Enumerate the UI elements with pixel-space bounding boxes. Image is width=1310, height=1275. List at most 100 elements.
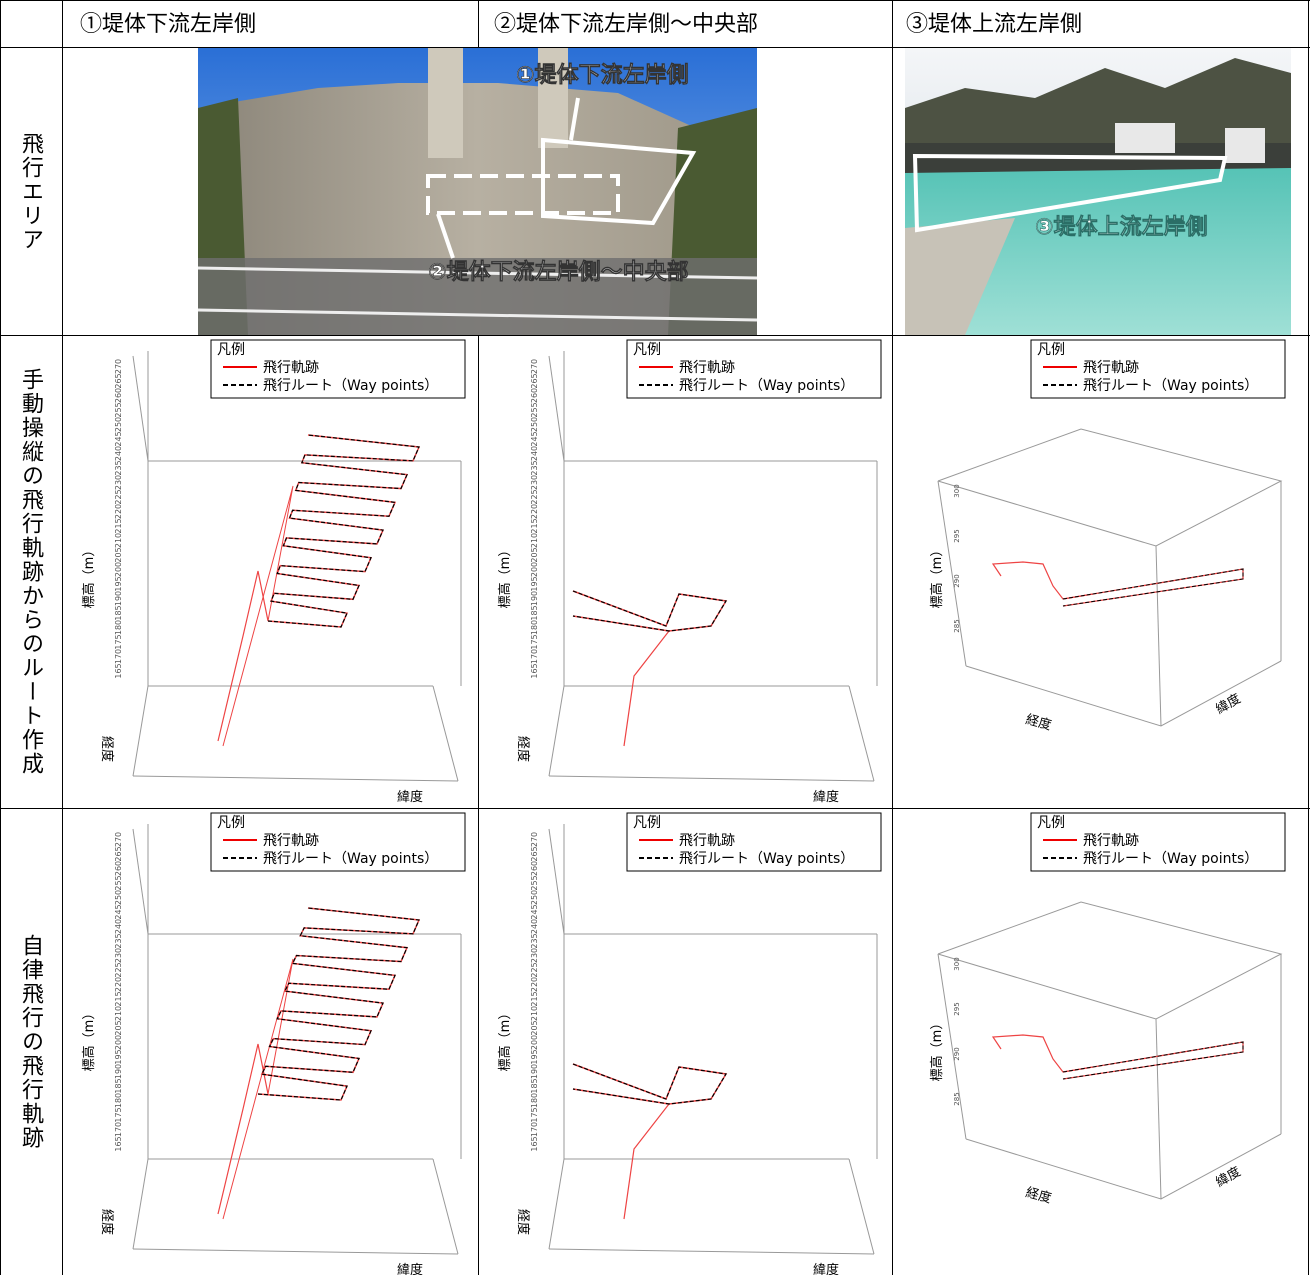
z-tick-label: 295 (953, 529, 961, 542)
lon-axis-label: 経度 (515, 736, 531, 762)
z-tick-label: 240 (114, 446, 123, 461)
plot-line (133, 829, 148, 934)
row-label: 自律飛行の飛行軌跡 (15, 934, 47, 1150)
z-tick-label: 270 (114, 359, 123, 374)
plot-line (1063, 1042, 1243, 1079)
z-tick-label: 195 (114, 576, 123, 591)
plot-line (133, 686, 148, 776)
legend-item: 飛行軌跡 (679, 833, 735, 849)
legend-item: 飛行軌跡 (263, 360, 319, 376)
z-tick-label: 215 (114, 518, 123, 533)
z-tick-label: 190 (114, 1064, 123, 1079)
z-tick-label: 185 (114, 1078, 123, 1093)
z-tick-label: 200 (530, 1035, 539, 1050)
z-tick-label: 265 (114, 846, 123, 861)
plot-line (849, 686, 874, 781)
z-tick-label: 245 (114, 431, 123, 446)
z-tick-label: 240 (530, 446, 539, 461)
z-tick-label: 215 (530, 518, 539, 533)
plot-line (218, 571, 268, 741)
z-axis-label: 標高（m） (497, 1007, 513, 1072)
z-tick-label: 225 (530, 489, 539, 504)
legend-title: 凡例 (633, 342, 661, 358)
plot-line (223, 486, 293, 746)
z-tick-label: 195 (114, 1049, 123, 1064)
z-tick-label: 225 (114, 962, 123, 977)
legend-title: 凡例 (1037, 342, 1065, 358)
z-tick-label: 200 (530, 562, 539, 577)
z-tick-label: 190 (530, 591, 539, 606)
lat-axis-label: 緯度 (397, 1262, 423, 1275)
z-tick-label: 240 (114, 919, 123, 934)
z-tick-label: 220 (530, 977, 539, 992)
z-tick-label: 230 (114, 475, 123, 490)
plot-line (268, 435, 419, 627)
z-tick-label: 245 (114, 904, 123, 919)
z-tick-label: 265 (530, 373, 539, 388)
z-tick-label: 245 (530, 904, 539, 919)
z-tick-label: 300 (953, 484, 961, 497)
z-tick-label: 205 (114, 1020, 123, 1035)
z-tick-label: 170 (530, 649, 539, 664)
column-header: ②堤体下流左岸側～中央部 (494, 12, 758, 36)
column-header: ①堤体下流左岸側 (80, 12, 256, 36)
legend-title: 凡例 (1037, 815, 1065, 831)
z-tick-label: 170 (114, 1122, 123, 1137)
z-tick-label: 285 (953, 619, 961, 632)
z-tick-label: 225 (530, 962, 539, 977)
plot-line (133, 776, 458, 781)
z-tick-label: 210 (530, 1006, 539, 1021)
legend-item: 飛行ルート（Way points） (263, 378, 438, 394)
z-tick-label: 175 (114, 1107, 123, 1122)
dam-photo-downstream: ①堤体下流左岸側 ②堤体下流左岸側～中央部 (198, 48, 757, 335)
lon-axis-label: 経度 (1024, 1184, 1053, 1206)
z-tick-label: 195 (530, 1049, 539, 1064)
z-tick-label: 290 (953, 1047, 961, 1060)
plot-line (849, 1159, 874, 1254)
z-tick-label: 260 (114, 388, 123, 403)
plot-line (549, 686, 564, 776)
plot-line (549, 1249, 874, 1254)
legend-item: 飛行軌跡 (1083, 360, 1139, 376)
z-tick-label: 215 (530, 991, 539, 1006)
lat-axis-label: 緯度 (1213, 691, 1244, 718)
z-tick-label: 260 (530, 388, 539, 403)
lat-axis-label: 緯度 (813, 1262, 839, 1275)
plot-line (1156, 1019, 1161, 1199)
legend-item: 飛行ルート（Way points） (1083, 378, 1258, 394)
z-tick-label: 250 (530, 890, 539, 905)
plot-line (993, 1035, 1093, 1072)
z-tick-label: 255 (530, 875, 539, 890)
plot-line (133, 1159, 148, 1249)
plot-3d: 凡例飛行軌跡飛行ルート（Way points）285290295300標高（m）… (893, 809, 1308, 1275)
lat-axis-label: 緯度 (813, 789, 839, 805)
z-tick-label: 235 (114, 933, 123, 948)
z-tick-label: 200 (114, 1035, 123, 1050)
legend-title: 凡例 (217, 815, 245, 831)
legend-item: 飛行軌跡 (679, 360, 735, 376)
plot-line (938, 902, 1281, 1019)
legend-item: 飛行軌跡 (263, 833, 319, 849)
z-tick-label: 205 (530, 1020, 539, 1035)
z-tick-label: 165 (114, 663, 123, 678)
z-tick-label: 250 (114, 417, 123, 432)
plot-line (218, 1044, 268, 1214)
z-tick-label: 190 (114, 591, 123, 606)
z-tick-label: 230 (530, 948, 539, 963)
plot-line (1063, 569, 1243, 606)
dam-photo-upstream: ③堤体上流左岸側 (905, 48, 1291, 335)
lon-axis-label: 経度 (99, 736, 115, 762)
row-label: 手動操縦の飛行軌跡からのルート作成 (15, 368, 47, 776)
photo-annotation: ②堤体下流左岸側～中央部 (428, 259, 689, 285)
legend-item: 飛行ルート（Way points） (1083, 851, 1258, 867)
z-tick-label: 215 (114, 991, 123, 1006)
lon-axis-label: 経度 (99, 1209, 115, 1235)
legend-title: 凡例 (217, 342, 245, 358)
photo-annotation: ③堤体上流左岸側 (1035, 214, 1208, 240)
legend-item: 飛行ルート（Way points） (263, 851, 438, 867)
z-tick-label: 175 (530, 1107, 539, 1122)
z-tick-label: 270 (530, 359, 539, 374)
z-tick-label: 245 (530, 431, 539, 446)
